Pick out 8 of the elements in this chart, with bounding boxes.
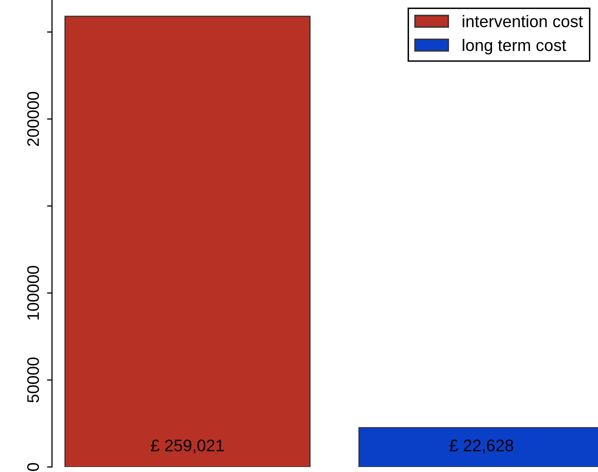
y-tick-label: 200000 <box>27 92 39 146</box>
data-label: £ 259,021 <box>150 440 224 454</box>
y-tick-label: 50000 <box>27 357 39 403</box>
legend-label: intervention cost <box>462 15 583 28</box>
legend-label: long term cost <box>462 38 566 54</box>
y-tick-label: 100000 <box>27 266 39 320</box>
data-label: £ 22,628 <box>450 440 514 454</box>
y-tick-label: 0 <box>27 463 39 471</box>
